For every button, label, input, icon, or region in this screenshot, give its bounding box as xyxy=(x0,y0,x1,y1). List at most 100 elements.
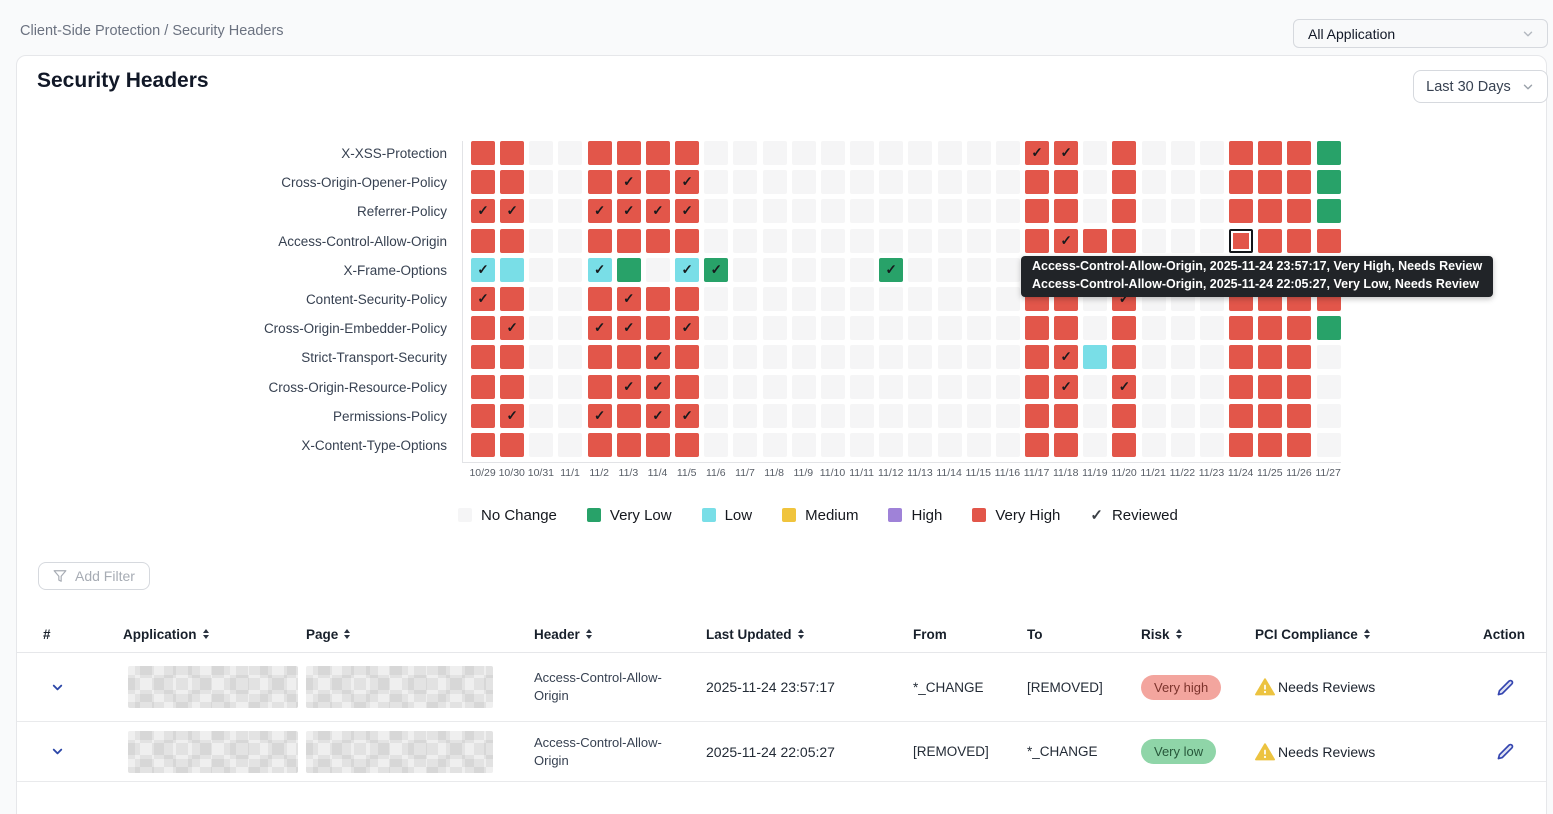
heatmap-cell[interactable] xyxy=(587,170,612,195)
heatmap-cell[interactable] xyxy=(645,345,670,370)
heatmap-cell[interactable] xyxy=(1316,345,1341,370)
application-filter-select[interactable]: All Application xyxy=(1293,19,1548,48)
heatmap-cell[interactable] xyxy=(1258,345,1283,370)
heatmap-cell[interactable] xyxy=(1316,403,1341,428)
heatmap-cell[interactable] xyxy=(966,141,991,165)
heatmap-cell[interactable] xyxy=(995,257,1020,282)
heatmap-cell[interactable] xyxy=(762,316,787,341)
heatmap-cell[interactable] xyxy=(908,374,933,399)
heatmap-cell[interactable] xyxy=(500,345,525,370)
heatmap-cell[interactable] xyxy=(995,170,1020,195)
heatmap-cell[interactable] xyxy=(791,316,816,341)
heatmap-cell[interactable] xyxy=(879,403,904,428)
heatmap-cell[interactable] xyxy=(733,228,758,253)
heatmap-cell[interactable] xyxy=(704,374,729,399)
heatmap-cell[interactable] xyxy=(1054,316,1079,341)
heatmap-cell[interactable] xyxy=(850,257,875,282)
heatmap-cell[interactable] xyxy=(1316,170,1341,195)
heatmap-cell[interactable] xyxy=(1054,345,1079,370)
heatmap-cell[interactable] xyxy=(937,199,962,224)
heatmap-cell[interactable] xyxy=(1141,345,1166,370)
heatmap-cell[interactable] xyxy=(762,374,787,399)
heatmap-cell[interactable] xyxy=(1054,141,1079,165)
heatmap-cell[interactable] xyxy=(762,257,787,282)
heatmap-cell[interactable] xyxy=(645,257,670,282)
column-header-risk[interactable]: Risk xyxy=(1125,627,1239,642)
heatmap-cell[interactable] xyxy=(1141,316,1166,341)
heatmap-cell[interactable] xyxy=(1199,228,1224,253)
heatmap-cell[interactable] xyxy=(1287,345,1312,370)
heatmap-cell[interactable] xyxy=(616,345,641,370)
heatmap-cell[interactable] xyxy=(704,170,729,195)
heatmap-cell[interactable] xyxy=(1287,432,1312,457)
heatmap-cell[interactable] xyxy=(1287,199,1312,224)
heatmap-cell[interactable] xyxy=(1083,199,1108,224)
heatmap-cell[interactable] xyxy=(937,228,962,253)
column-header-pci-compliance[interactable]: PCI Compliance xyxy=(1239,627,1467,642)
heatmap-cell[interactable] xyxy=(616,316,641,341)
heatmap-cell[interactable] xyxy=(616,257,641,282)
heatmap-cell[interactable] xyxy=(1112,316,1137,341)
heatmap-cell[interactable] xyxy=(1229,199,1254,224)
heatmap-cell[interactable] xyxy=(820,286,845,311)
heatmap-cell[interactable] xyxy=(1229,141,1254,165)
heatmap-cell[interactable] xyxy=(645,403,670,428)
heatmap-cell[interactable] xyxy=(733,432,758,457)
heatmap-cell[interactable] xyxy=(966,432,991,457)
heatmap-cell[interactable] xyxy=(1229,316,1254,341)
date-range-select[interactable]: Last 30 Days xyxy=(1413,70,1548,103)
heatmap-cell[interactable] xyxy=(704,345,729,370)
heatmap-cell[interactable] xyxy=(791,374,816,399)
heatmap-cell[interactable] xyxy=(558,141,583,165)
heatmap-cell[interactable] xyxy=(1199,345,1224,370)
edit-action-button[interactable] xyxy=(1497,679,1514,696)
heatmap-cell[interactable] xyxy=(529,170,554,195)
heatmap-cell[interactable] xyxy=(558,403,583,428)
heatmap-cell[interactable] xyxy=(500,374,525,399)
heatmap-cell[interactable] xyxy=(908,345,933,370)
heatmap-cell[interactable] xyxy=(1141,403,1166,428)
heatmap-cell[interactable] xyxy=(587,199,612,224)
heatmap-cell[interactable] xyxy=(529,141,554,165)
heatmap-cell[interactable] xyxy=(1316,432,1341,457)
heatmap-cell[interactable] xyxy=(1316,199,1341,224)
heatmap-cell[interactable] xyxy=(587,228,612,253)
heatmap-cell[interactable] xyxy=(937,316,962,341)
heatmap-cell[interactable] xyxy=(675,316,700,341)
heatmap-cell[interactable] xyxy=(1170,432,1195,457)
heatmap-cell[interactable] xyxy=(704,432,729,457)
heatmap-cell[interactable] xyxy=(966,170,991,195)
heatmap-cell[interactable] xyxy=(937,170,962,195)
heatmap-cell[interactable] xyxy=(616,374,641,399)
heatmap-cell[interactable] xyxy=(733,257,758,282)
heatmap-cell[interactable] xyxy=(1083,432,1108,457)
heatmap-cell[interactable] xyxy=(1141,228,1166,253)
heatmap-cell[interactable] xyxy=(850,199,875,224)
heatmap-cell[interactable] xyxy=(762,170,787,195)
column-header-last-updated[interactable]: Last Updated xyxy=(690,627,897,642)
heatmap-cell[interactable] xyxy=(500,141,525,165)
heatmap-cell[interactable] xyxy=(645,432,670,457)
heatmap-cell[interactable] xyxy=(1258,374,1283,399)
heatmap-cell[interactable] xyxy=(704,199,729,224)
heatmap-cell[interactable] xyxy=(1141,141,1166,165)
heatmap-cell[interactable] xyxy=(500,432,525,457)
heatmap-cell[interactable] xyxy=(1141,374,1166,399)
heatmap-cell[interactable] xyxy=(820,141,845,165)
heatmap-cell[interactable] xyxy=(1141,199,1166,224)
heatmap-cell[interactable] xyxy=(1141,170,1166,195)
heatmap-cell[interactable] xyxy=(733,374,758,399)
heatmap-cell[interactable] xyxy=(1229,403,1254,428)
heatmap-cell[interactable] xyxy=(1199,316,1224,341)
heatmap-cell[interactable] xyxy=(675,374,700,399)
heatmap-cell[interactable] xyxy=(937,257,962,282)
expand-row-button[interactable] xyxy=(50,744,65,759)
heatmap-cell[interactable] xyxy=(1258,199,1283,224)
heatmap-cell[interactable] xyxy=(500,199,525,224)
heatmap-cell[interactable] xyxy=(879,432,904,457)
heatmap-cell[interactable] xyxy=(1112,345,1137,370)
heatmap-cell[interactable] xyxy=(995,286,1020,311)
heatmap-cell[interactable] xyxy=(937,286,962,311)
heatmap-cell[interactable] xyxy=(675,403,700,428)
heatmap-cell[interactable] xyxy=(1112,228,1137,253)
